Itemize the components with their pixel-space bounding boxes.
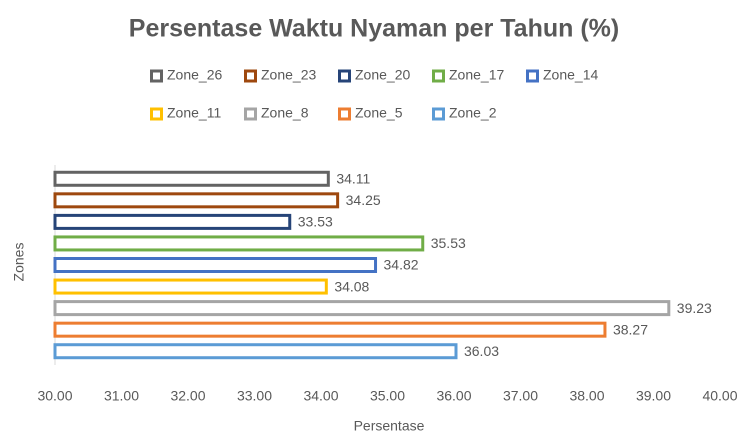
legend-marker: [526, 69, 539, 83]
chart-title: Persentase Waktu Nyaman per Tahun (%): [129, 15, 619, 43]
legend-label: Zone_23: [261, 67, 316, 83]
x-tick-label: 33.00: [237, 388, 272, 404]
bar: [53, 170, 330, 187]
legend-marker: [432, 107, 445, 121]
legend-marker: [432, 69, 445, 83]
bar: [53, 213, 292, 230]
legend-marker: [150, 69, 163, 83]
bar: [53, 343, 458, 360]
legend-label: Zone_8: [261, 105, 309, 121]
value-label: 35.53: [431, 235, 466, 251]
x-tick-label: 34.00: [303, 388, 338, 404]
y-axis-label: Zones: [11, 243, 27, 282]
x-tick-label: 31.00: [104, 388, 139, 404]
value-label: 39.23: [677, 300, 712, 316]
x-tick-label: 40.00: [702, 388, 737, 404]
value-label: 33.53: [298, 214, 333, 230]
legend-marker: [150, 107, 163, 121]
x-tick-label: 32.00: [170, 388, 205, 404]
legend-marker: [244, 107, 257, 121]
bar: [53, 192, 340, 209]
x-tick-label: 39.00: [636, 388, 671, 404]
x-tick-label: 30.00: [37, 388, 72, 404]
legend-marker: [338, 69, 351, 83]
x-axis-label: Persentase: [354, 418, 425, 434]
x-tick-label: 35.00: [370, 388, 405, 404]
x-tick-label: 38.00: [569, 388, 604, 404]
legend-marker: [244, 69, 257, 83]
value-label: 34.82: [384, 257, 419, 273]
legend-label: Zone_5: [355, 105, 403, 121]
value-label: 34.11: [336, 170, 370, 186]
bar: [53, 257, 378, 273]
x-tick-label: 37.00: [503, 388, 538, 404]
bar: [53, 278, 328, 295]
value-label: 34.25: [346, 192, 381, 208]
legend-label: Zone_26: [167, 67, 222, 83]
value-label: 38.27: [613, 321, 648, 337]
legend-label: Zone_14: [543, 67, 598, 83]
bar: [53, 321, 607, 338]
bar: [53, 235, 425, 252]
x-tick-label: 36.00: [436, 388, 471, 404]
legend-label: Zone_17: [449, 67, 504, 83]
legend-label: Zone_2: [449, 105, 497, 121]
legend-label: Zone_11: [167, 105, 221, 121]
bar: [53, 300, 671, 317]
value-label: 34.08: [334, 278, 369, 294]
legend-marker: [338, 107, 351, 121]
value-label: 36.03: [464, 343, 499, 359]
legend-label: Zone_20: [355, 67, 410, 83]
